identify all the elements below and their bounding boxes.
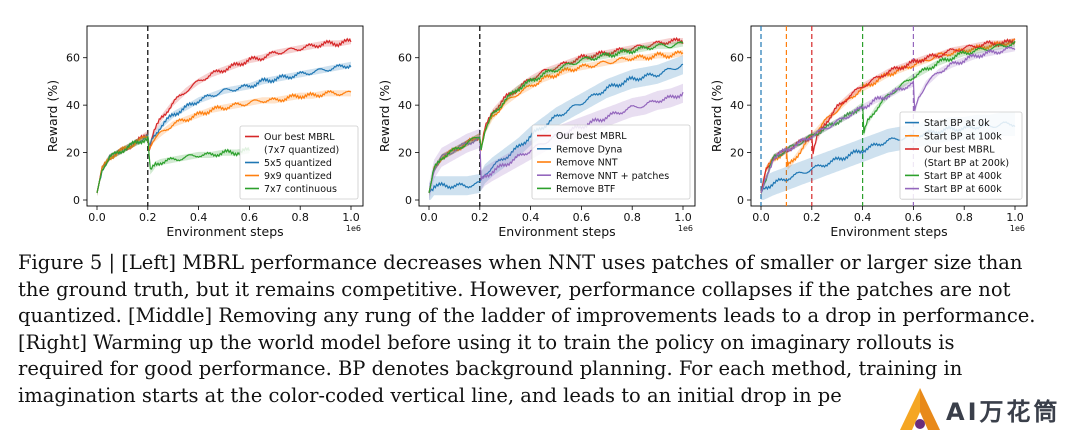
y-axis-label: Reward (%) bbox=[45, 80, 60, 152]
x-tick-label: 1.0 bbox=[1006, 211, 1024, 224]
plot-frame bbox=[418, 25, 696, 207]
caption-line: quantized. [Middle] Removing any rung of… bbox=[18, 304, 1036, 327]
y-tick-label: 20 bbox=[730, 147, 744, 160]
series-line bbox=[96, 136, 250, 194]
x-exponent-label: 1e6 bbox=[678, 224, 693, 233]
x-tick-label: 0.8 bbox=[623, 211, 641, 224]
x-axis-label: Environment steps bbox=[166, 224, 283, 239]
legend-box bbox=[239, 125, 359, 200]
series-band bbox=[97, 135, 250, 196]
series-line bbox=[760, 38, 1016, 194]
caption-line: Figure 5 | [Left] MBRL performance decre… bbox=[18, 251, 1023, 274]
plot-frame bbox=[86, 25, 364, 207]
x-tick-label: 1.0 bbox=[674, 211, 692, 224]
x-tick-label: 0.0 bbox=[420, 211, 438, 224]
legend-entry: Start BP at 600k bbox=[924, 184, 1002, 195]
series-line bbox=[760, 46, 1016, 194]
x-tick-label: 0.8 bbox=[291, 211, 309, 224]
legend-entry: Start BP at 100k bbox=[924, 131, 1002, 142]
series-band bbox=[429, 55, 683, 200]
y-tick-label: 60 bbox=[730, 52, 744, 65]
legend-entry: Our best MBRL bbox=[924, 145, 995, 156]
x-exponent-label: 1e6 bbox=[346, 224, 361, 233]
x-tick-label: 0.6 bbox=[905, 211, 923, 224]
caption-line: imagination starts at the color-coded ve… bbox=[18, 383, 842, 407]
series-band bbox=[761, 38, 1015, 196]
x-tick-label: 0.2 bbox=[803, 211, 821, 224]
legend-entry: Our best MBRL bbox=[264, 132, 335, 143]
series-line bbox=[96, 37, 352, 194]
watermark-text: AI万花筒 bbox=[946, 397, 1061, 426]
y-tick-label: 0 bbox=[73, 194, 80, 207]
y-tick-label: 60 bbox=[66, 52, 80, 65]
legend-entry: 9x9 quantized bbox=[264, 171, 332, 182]
legend-box bbox=[531, 124, 691, 200]
legend-entry: Remove NNT bbox=[556, 158, 618, 169]
x-tick-label: 0.8 bbox=[955, 211, 973, 224]
series-line bbox=[428, 63, 684, 194]
legend-entry: (7x7 quantized) bbox=[264, 145, 339, 156]
legend-entry: Remove Dyna bbox=[556, 144, 622, 155]
x-tick-label: 0.4 bbox=[522, 211, 540, 224]
x-tick-label: 0.4 bbox=[190, 211, 208, 224]
series-line bbox=[428, 40, 684, 194]
caption-line: required for good performance. BP denote… bbox=[18, 357, 963, 380]
x-tick-label: 0.2 bbox=[471, 211, 489, 224]
legend-entry: Remove NNT + patches bbox=[556, 171, 669, 182]
legend-entry: Our best MBRL bbox=[556, 131, 627, 142]
caption-line: the ground truth, but it remains competi… bbox=[18, 277, 1011, 301]
x-axis-label: Environment steps bbox=[498, 224, 615, 239]
legend-entry: 5x5 quantized bbox=[264, 158, 332, 169]
x-exponent-label: 1e6 bbox=[1010, 224, 1025, 233]
logo-icon bbox=[900, 388, 940, 430]
x-tick-label: 0.6 bbox=[573, 211, 591, 224]
figure-caption: Figure 5 | [Left] MBRL performance decre… bbox=[18, 250, 1062, 409]
y-tick-label: 20 bbox=[398, 147, 412, 160]
y-tick-label: 40 bbox=[730, 99, 744, 112]
caption-line: [Right] Warming up the world model befor… bbox=[18, 330, 955, 354]
plot-frame bbox=[750, 25, 1028, 207]
x-tick-label: 0.4 bbox=[854, 211, 872, 224]
legend-entry: Start BP at 0k bbox=[924, 118, 990, 129]
y-axis-label: Reward (%) bbox=[377, 80, 392, 152]
legend-entry: Remove BTF bbox=[556, 184, 615, 195]
legend-entry: (Start BP at 200k) bbox=[924, 158, 1009, 169]
x-tick-label: 0.0 bbox=[88, 211, 106, 224]
x-tick-label: 0.6 bbox=[241, 211, 259, 224]
y-tick-label: 60 bbox=[398, 52, 412, 65]
y-tick-label: 20 bbox=[66, 147, 80, 160]
series-line bbox=[760, 40, 1016, 194]
x-tick-label: 0.0 bbox=[752, 211, 770, 224]
y-tick-label: 0 bbox=[737, 194, 744, 207]
series-line bbox=[760, 38, 1016, 194]
series-band bbox=[429, 38, 683, 196]
watermark-logo: AI万花筒 bbox=[898, 384, 1074, 434]
y-tick-label: 40 bbox=[398, 99, 412, 112]
series-line bbox=[96, 89, 352, 194]
y-axis-label: Reward (%) bbox=[709, 80, 724, 152]
y-tick-label: 0 bbox=[405, 194, 412, 207]
x-axis-label: Environment steps bbox=[830, 224, 947, 239]
legend-entry: 7x7 continuous bbox=[264, 184, 337, 195]
legend-entry: Start BP at 400k bbox=[924, 171, 1002, 182]
series-band bbox=[97, 38, 351, 196]
x-tick-label: 1.0 bbox=[342, 211, 360, 224]
legend-box bbox=[899, 111, 1023, 200]
x-tick-label: 0.2 bbox=[139, 211, 157, 224]
y-tick-label: 40 bbox=[66, 99, 80, 112]
